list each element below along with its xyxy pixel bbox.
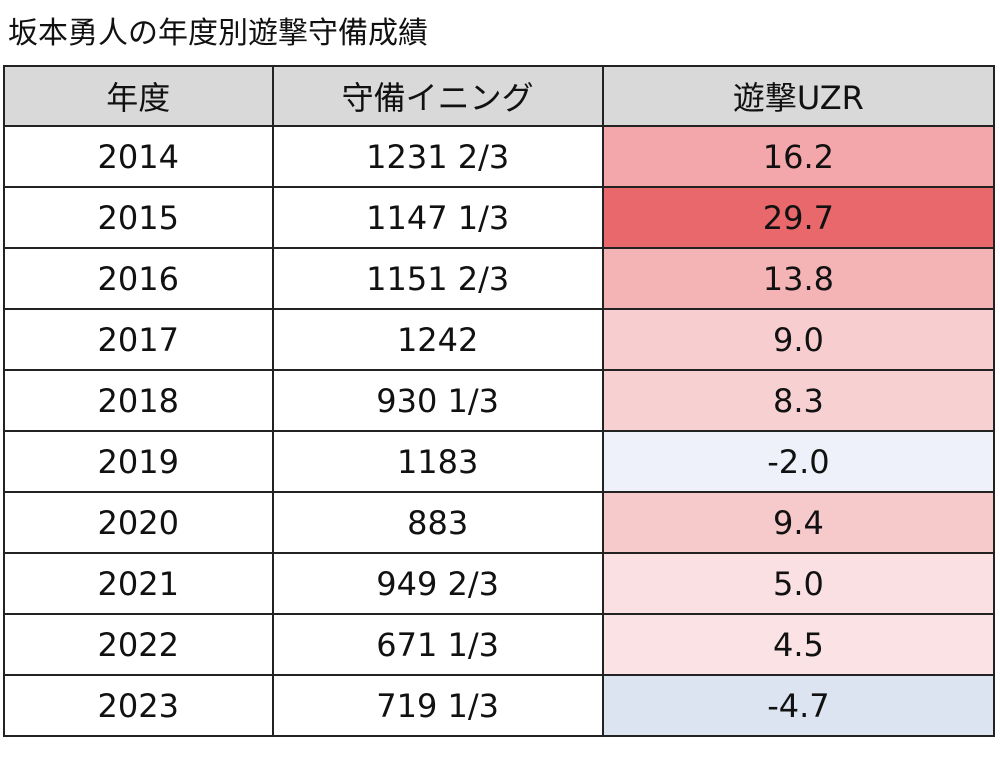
innings-cell: 930 1/3 [271,369,604,432]
uzr-cell: 29.7 [601,186,996,249]
table-row: 2021 949 2/3 5.0 [3,552,996,615]
year-cell: 2017 [3,308,274,371]
uzr-cell: 8.3 [601,369,996,432]
table-row: 2019 1183 -2.0 [3,430,996,493]
table-row: 2014 1231 2/3 16.2 [3,125,996,188]
table-row: 2023 719 1/3 -4.7 [3,674,996,737]
header-year: 年度 [3,65,274,127]
year-cell: 2021 [3,552,274,615]
table-row: 2020 883 9.4 [3,491,996,554]
year-cell: 2020 [3,491,274,554]
uzr-cell: 13.8 [601,247,996,310]
uzr-table: 年度 守備イニング 遊撃UZR 2014 1231 2/3 16.2 2015 1147… [3,65,996,737]
table-row: 2015 1147 1/3 29.7 [3,186,996,249]
innings-cell: 1151 2/3 [271,247,604,310]
year-cell: 2022 [3,613,274,676]
uzr-cell: 5.0 [601,552,996,615]
year-cell: 2014 [3,125,274,188]
year-cell: 2019 [3,430,274,493]
uzr-cell: 9.0 [601,308,996,371]
header-innings: 守備イニング [271,65,604,127]
table-row: 2022 671 1/3 4.5 [3,613,996,676]
year-cell: 2016 [3,247,274,310]
innings-cell: 671 1/3 [271,613,604,676]
uzr-cell: -2.0 [601,430,996,493]
header-uzr: 遊撃UZR [601,65,996,127]
innings-cell: 1183 [271,430,604,493]
year-cell: 2015 [3,186,274,249]
innings-cell: 1147 1/3 [271,186,604,249]
uzr-cell: 9.4 [601,491,996,554]
year-cell: 2023 [3,674,274,737]
innings-cell: 719 1/3 [271,674,604,737]
innings-cell: 1231 2/3 [271,125,604,188]
uzr-cell: 4.5 [601,613,996,676]
uzr-cell: -4.7 [601,674,996,737]
year-cell: 2018 [3,369,274,432]
innings-cell: 883 [271,491,604,554]
table-row: 2016 1151 2/3 13.8 [3,247,996,310]
table-row: 2017 1242 9.0 [3,308,996,371]
innings-cell: 1242 [271,308,604,371]
uzr-cell: 16.2 [601,125,996,188]
table-title: 坂本勇人の年度別遊撃守備成績 [8,16,428,51]
header-row: 年度 守備イニング 遊撃UZR [3,65,996,127]
innings-cell: 949 2/3 [271,552,604,615]
table-row: 2018 930 1/3 8.3 [3,369,996,432]
